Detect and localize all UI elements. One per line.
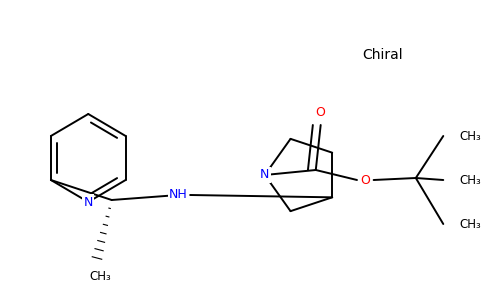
Text: N: N <box>84 196 93 208</box>
Text: NH: NH <box>169 188 188 202</box>
Text: O: O <box>360 173 370 187</box>
Text: CH₃: CH₃ <box>89 269 111 283</box>
Text: CH₃: CH₃ <box>459 218 481 230</box>
Text: N: N <box>260 169 270 182</box>
Text: CH₃: CH₃ <box>459 130 481 142</box>
Text: Chiral: Chiral <box>362 48 403 62</box>
Text: O: O <box>316 106 326 119</box>
Text: CH₃: CH₃ <box>459 173 481 187</box>
